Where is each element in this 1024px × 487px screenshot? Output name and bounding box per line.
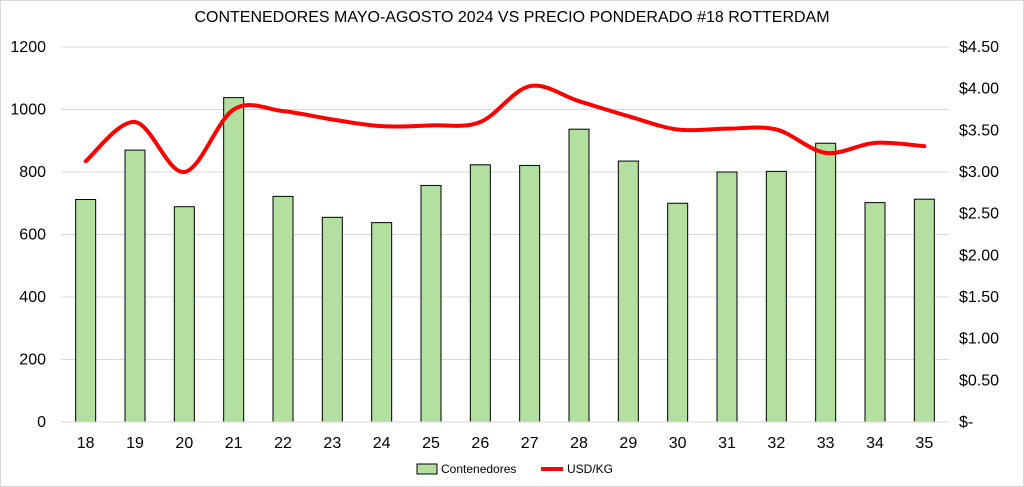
bar [124,149,146,423]
y-left-tick-label: 600 [19,227,46,244]
usd-kg-line [83,83,927,174]
bar [371,222,393,423]
bar [469,164,491,423]
x-tick-label: 32 [767,435,785,452]
bar [913,198,935,423]
x-tick-label: 35 [915,435,933,452]
bar [272,195,294,423]
y-left-tick-label: 1000 [10,102,46,119]
legend-label-usd-kg: USD/KG [567,462,613,476]
legend-swatch-contenedores [416,463,438,475]
x-tick-label: 29 [619,435,637,452]
y-right-tick-label: $0.50 [959,372,999,389]
y-right-tick-label: $4.00 [959,81,999,98]
y-right-tick-label: $3.00 [959,164,999,181]
bar [420,184,442,423]
bar [75,199,97,423]
bar [617,160,639,423]
chart-title: CONTENEDORES MAYO-AGOSTO 2024 VS PRECIO … [194,9,830,26]
legend: Contenedores USD/KG [416,462,613,476]
y-right-tick-label: $3.50 [959,122,999,139]
bar [568,128,590,423]
bar [667,202,689,423]
x-tick-label: 20 [175,435,193,452]
bar [815,142,837,423]
y-left-tick-label: 1200 [10,39,46,56]
x-tick-label: 18 [77,435,95,452]
y-right-tick-label: $1.50 [959,289,999,306]
bar [321,216,343,423]
bar [765,170,787,423]
x-tick-label: 19 [126,435,144,452]
bar [223,97,245,423]
bar [173,206,195,423]
y-left-tick-label: 800 [19,164,46,181]
axes: 0 200 400 600 800 1000 1200 $- $0.50 $1.00 $1.50 $2… [10,39,999,452]
line-series-usd-kg [83,83,927,174]
bar [716,171,738,423]
y-right-tick-label: $2.00 [959,247,999,264]
x-tick-label: 30 [669,435,687,452]
x-tick-label: 24 [373,435,391,452]
x-tick-label: 23 [323,435,341,452]
y-right-tick-label: $2.50 [959,206,999,223]
x-tick-label: 26 [471,435,489,452]
x-tick-label: 21 [225,435,243,452]
x-tick-label: 34 [866,435,884,452]
x-tick-label: 27 [521,435,539,452]
x-tick-label: 31 [718,435,736,452]
y-right-tick-label: $1.00 [959,331,999,348]
bar [864,202,886,423]
y-left-tick-label: 400 [19,289,46,306]
x-tick-label: 22 [274,435,292,452]
legend-label-contenedores: Contenedores [441,462,516,476]
y-left-tick-label: 0 [37,414,46,431]
x-tick-label: 33 [817,435,835,452]
y-right-tick-label: $- [959,414,973,431]
y-right-tick-label: $4.50 [959,39,999,56]
x-tick-label: 28 [570,435,588,452]
gridlines [61,46,949,360]
y-left-tick-label: 200 [19,352,46,369]
x-tick-label: 25 [422,435,440,452]
bar-series-contenedores [75,97,935,423]
bar [519,164,541,423]
